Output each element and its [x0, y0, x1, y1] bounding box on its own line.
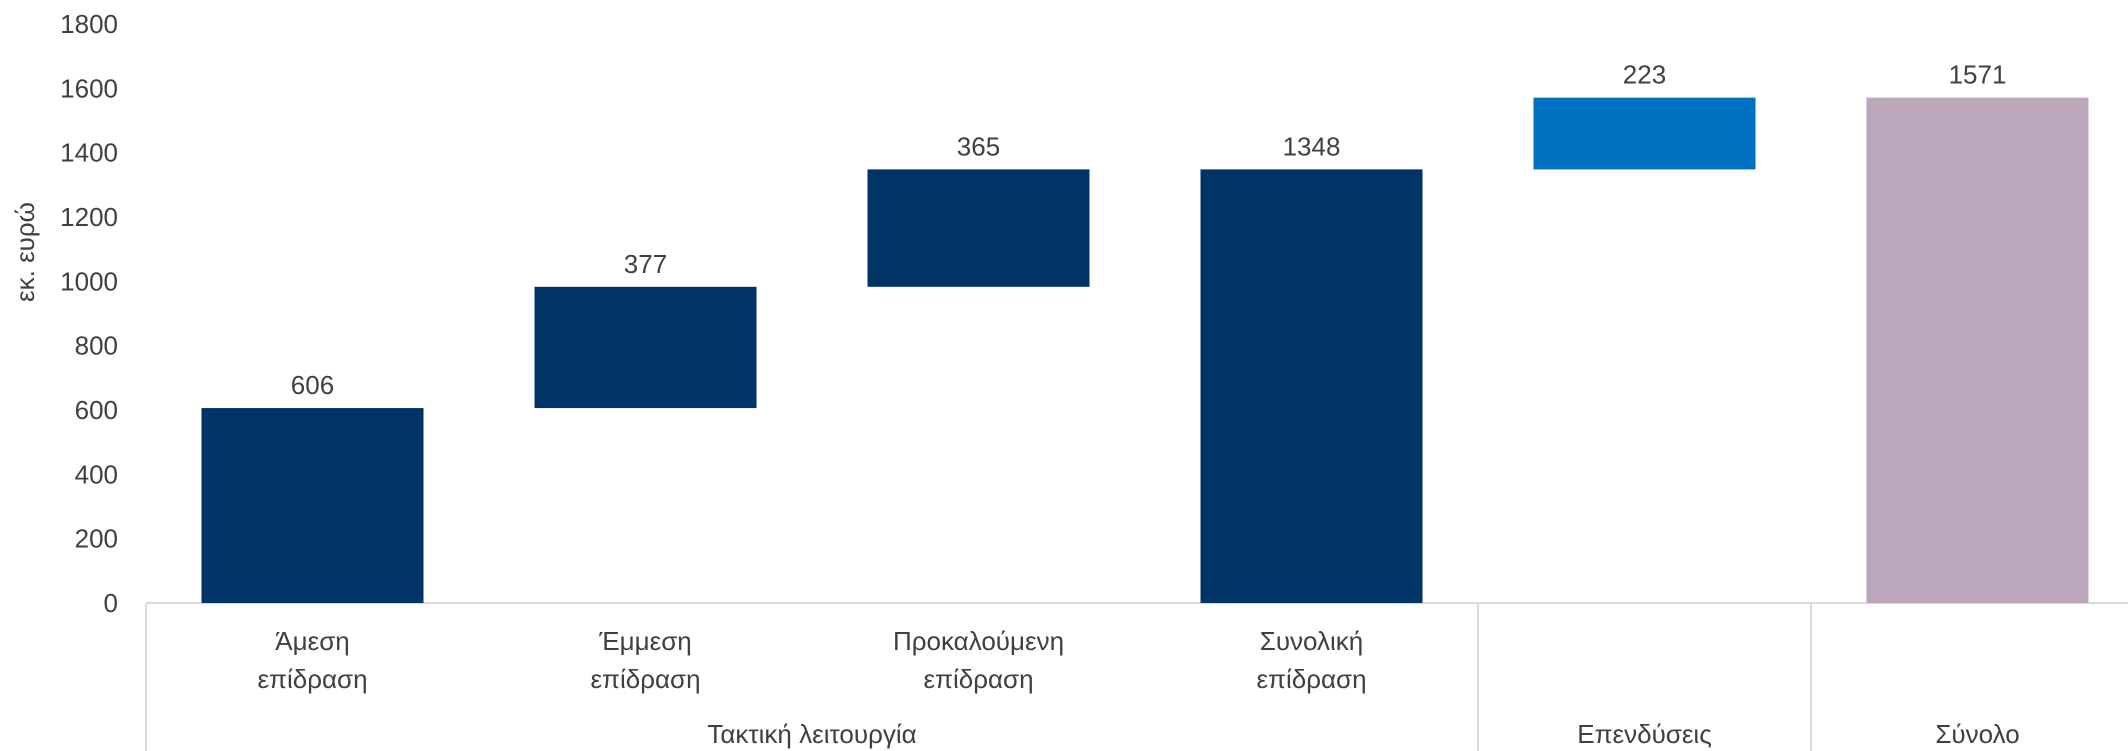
bar [867, 169, 1090, 287]
y-tick-label: 200 [75, 524, 118, 554]
category-label: Συνολική [1260, 626, 1364, 656]
group-label: Σύνολο [1935, 719, 2019, 749]
bars-layer [201, 97, 2089, 604]
category-label: επίδραση [257, 664, 367, 694]
category-label: Άμεση [275, 626, 349, 656]
bar [1533, 97, 1756, 170]
data-label: 1348 [1283, 131, 1341, 161]
category-label: Προκαλούμενη [893, 626, 1064, 656]
category-label: επίδραση [1256, 664, 1366, 694]
data-label: 377 [624, 249, 667, 279]
group-label: Τακτική λειτουργία [707, 719, 916, 749]
bar [1866, 97, 2089, 603]
y-tick-label: 1200 [60, 202, 118, 232]
y-tick-label: 400 [75, 459, 118, 489]
category-label: επίδραση [923, 664, 1033, 694]
category-label: Έμμεση [598, 626, 691, 656]
bar [1200, 169, 1423, 604]
y-tick-label: 1800 [60, 9, 118, 39]
category-label: επίδραση [590, 664, 700, 694]
y-tick-label: 1000 [60, 266, 118, 296]
y-tick-label: 1600 [60, 73, 118, 103]
data-label: 606 [291, 370, 334, 400]
axis-layer: 0 200 400 600 800 1000 1200 1400 1600 1800 [60, 9, 2128, 751]
bar [534, 286, 757, 409]
y-tick-label: 600 [75, 395, 118, 425]
y-axis-label: εκ. ευρώ [10, 202, 40, 302]
labels-layer: 606 Άμεση επίδραση 377 Έμμεση επίδραση 365 Προκ… [257, 60, 2019, 749]
data-label: 365 [957, 131, 1000, 161]
y-tick-label: 0 [104, 588, 118, 618]
y-tick-label: 1400 [60, 138, 118, 168]
group-label: Επενδύσεις [1577, 719, 1712, 749]
bar [201, 408, 424, 603]
data-label: 223 [1623, 60, 1666, 90]
y-tick-label: 800 [75, 331, 118, 361]
data-label: 1571 [1949, 60, 2007, 90]
